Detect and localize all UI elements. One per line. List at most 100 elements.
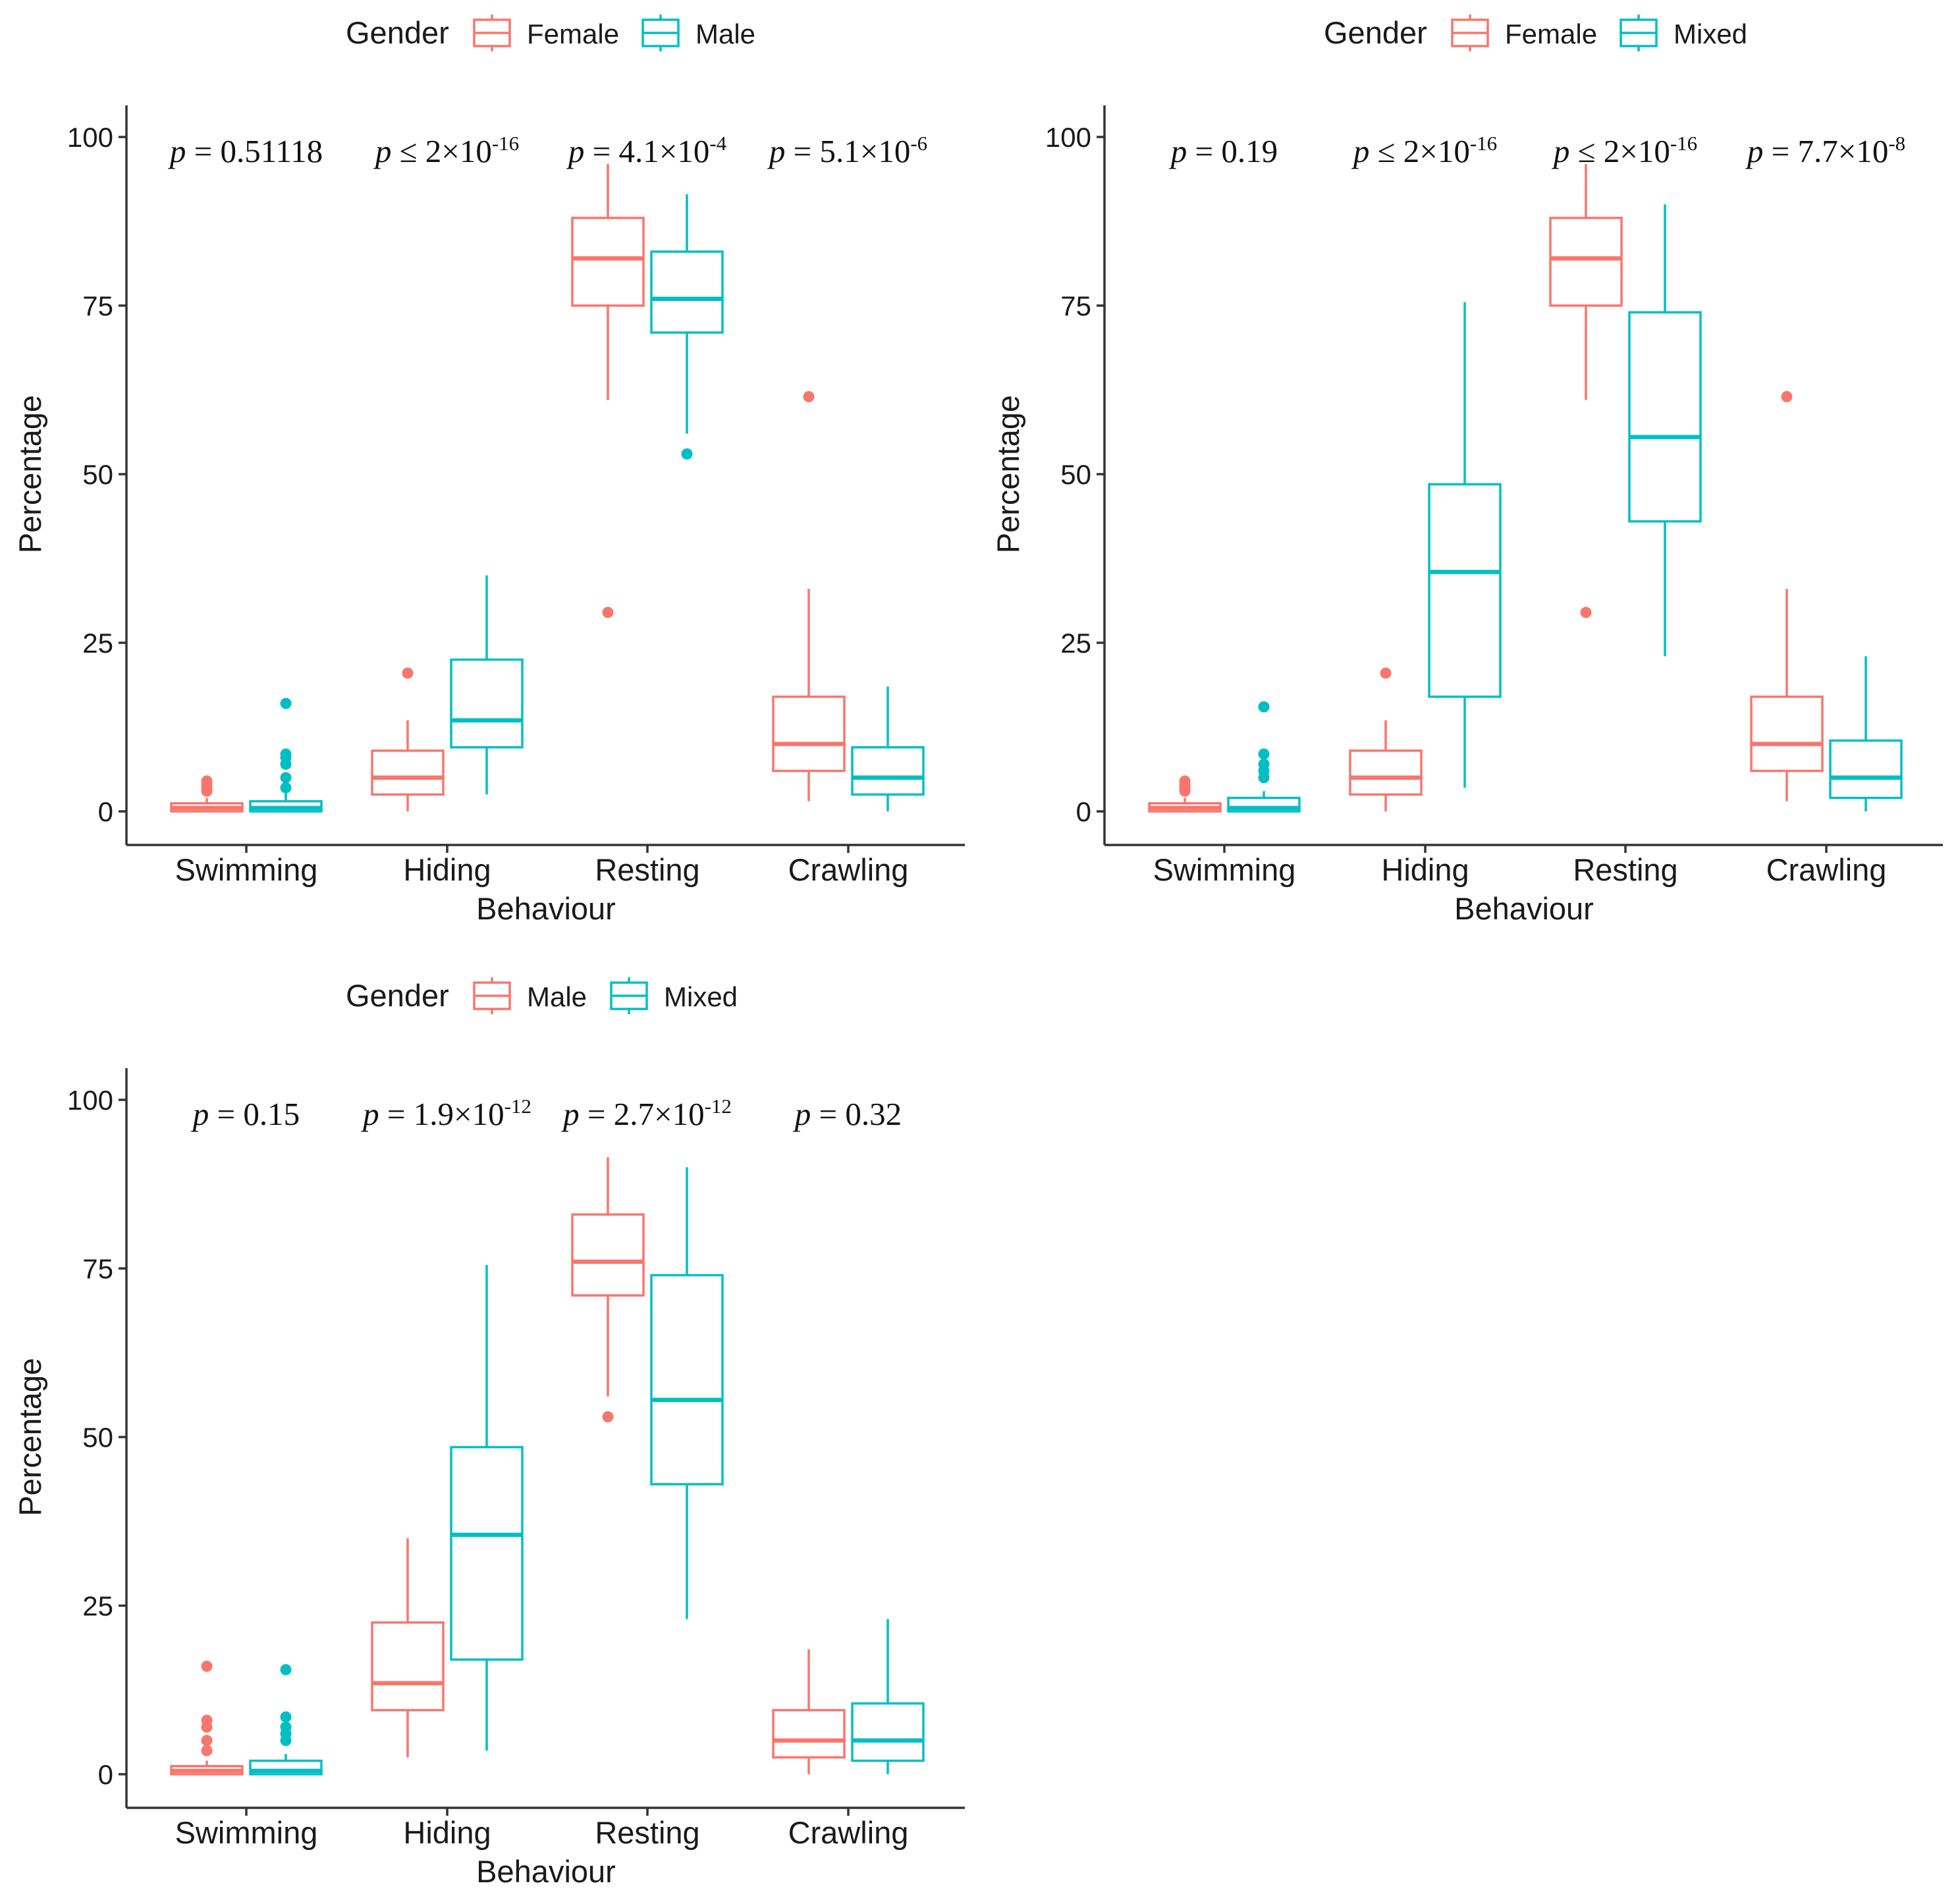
legend-key-mixed bbox=[610, 977, 648, 1014]
y-tick-label-25: 25 bbox=[1060, 628, 1091, 659]
outlier-point bbox=[1380, 667, 1392, 679]
outlier-point bbox=[803, 391, 815, 402]
y-tick-label-0: 0 bbox=[98, 796, 113, 827]
box-body bbox=[1829, 739, 1903, 800]
pvalue-swimming: p = 0.19 bbox=[1169, 133, 1278, 169]
legend-title: Gender bbox=[346, 15, 449, 50]
box-body bbox=[371, 749, 445, 796]
outlier-point bbox=[1580, 607, 1592, 618]
x-tick-label-swimming: Swimming bbox=[175, 852, 318, 887]
box-body bbox=[650, 250, 724, 334]
box-body bbox=[772, 1708, 846, 1759]
outlier-point bbox=[201, 1745, 213, 1756]
panel-2: Gender Female Mixed 0 25 50 75 100 Swimming Hidin… bbox=[991, 14, 1943, 926]
y-tick-label-75: 75 bbox=[82, 290, 113, 321]
pvalue-hiding: p ≤ 2×10-16 bbox=[373, 132, 519, 169]
x-tick-label-crawling: Crawling bbox=[788, 1815, 909, 1850]
legend-label-female: Female bbox=[1505, 18, 1597, 49]
legend-key-mixed bbox=[1620, 14, 1658, 51]
outlier-point bbox=[280, 1711, 292, 1723]
y-tick-label-100: 100 bbox=[67, 122, 113, 153]
pvalue-crawling: p = 7.7×10-8 bbox=[1745, 132, 1905, 169]
outlier-point bbox=[280, 782, 292, 794]
box-mixed-crawling bbox=[1829, 656, 1903, 811]
outlier-point bbox=[280, 697, 292, 709]
legend-label-male: Male bbox=[527, 981, 587, 1012]
box-female-swimming bbox=[170, 775, 244, 813]
x-tick-label-resting: Resting bbox=[595, 852, 699, 887]
y-tick-label-50: 50 bbox=[82, 459, 113, 490]
box-mixed-swimming bbox=[1227, 701, 1301, 813]
box-mixed-resting bbox=[1628, 204, 1702, 657]
pvalue-resting: p = 2.7×10-12 bbox=[561, 1095, 732, 1132]
box-body bbox=[1549, 217, 1623, 307]
box-body bbox=[772, 695, 846, 773]
outlier-point bbox=[201, 775, 213, 787]
outlier-point bbox=[1179, 775, 1191, 787]
y-tick-label-50: 50 bbox=[1060, 459, 1091, 490]
panel-1: Gender Female Male 0 25 50 75 100 Swimming Hiding… bbox=[13, 14, 965, 926]
box-mixed-crawling bbox=[851, 1619, 925, 1774]
y-tick-label-75: 75 bbox=[1060, 290, 1091, 321]
legend-key-female bbox=[1451, 14, 1489, 51]
pvalue-crawling: p = 0.32 bbox=[793, 1096, 902, 1132]
y-axis-label: Percentage bbox=[13, 395, 47, 553]
legend-key-female bbox=[473, 14, 511, 51]
x-tick-label-swimming: Swimming bbox=[1153, 852, 1296, 887]
outlier-point bbox=[280, 1721, 292, 1733]
pvalue-crawling: p = 5.1×10-6 bbox=[767, 132, 927, 169]
box-male-swimming bbox=[249, 697, 323, 813]
y-tick-label-25: 25 bbox=[82, 1590, 113, 1621]
outlier-point bbox=[280, 772, 292, 784]
outlier-point bbox=[201, 1714, 213, 1726]
x-tick-label-crawling: Crawling bbox=[788, 852, 909, 887]
y-tick-label-0: 0 bbox=[98, 1759, 113, 1790]
x-tick-label-hiding: Hiding bbox=[1381, 852, 1469, 887]
legend-label-female: Female bbox=[527, 18, 619, 49]
box-female-resting bbox=[1549, 163, 1623, 618]
box-body bbox=[1628, 311, 1702, 523]
y-axis-label: Percentage bbox=[13, 1358, 47, 1516]
pvalue-hiding: p ≤ 2×10-16 bbox=[1351, 132, 1497, 169]
box-male-crawling bbox=[772, 1649, 846, 1774]
box-body bbox=[1750, 695, 1824, 773]
box-female-hiding bbox=[1349, 667, 1423, 811]
outlier-point bbox=[602, 607, 614, 618]
y-tick-label-100: 100 bbox=[1045, 122, 1091, 153]
panel-3: Gender Male Mixed 0 25 50 75 100 Swimming Hiding R… bbox=[13, 977, 965, 1889]
box-male-hiding bbox=[450, 575, 524, 795]
x-tick-label-crawling: Crawling bbox=[1766, 852, 1887, 887]
box-male-resting bbox=[650, 194, 724, 460]
legend: Gender Female Mixed bbox=[1324, 14, 1747, 51]
outlier-point bbox=[1258, 701, 1270, 713]
outlier-point bbox=[1258, 758, 1270, 770]
x-axis-label: Behaviour bbox=[476, 1854, 616, 1889]
box-body bbox=[450, 658, 524, 749]
x-axis-label: Behaviour bbox=[476, 891, 616, 926]
box-male-resting bbox=[571, 1157, 645, 1423]
box-body bbox=[851, 1702, 925, 1762]
box-female-hiding bbox=[371, 667, 445, 811]
box-mixed-hiding bbox=[450, 1264, 524, 1751]
legend: Gender Female Male bbox=[346, 14, 755, 51]
y-tick-label-75: 75 bbox=[82, 1253, 113, 1284]
box-body bbox=[1428, 483, 1502, 698]
outlier-point bbox=[602, 1411, 614, 1423]
box-female-crawling bbox=[772, 391, 846, 802]
y-tick-label-0: 0 bbox=[1076, 796, 1091, 827]
pvalue-swimming: p = 0.15 bbox=[191, 1096, 300, 1132]
y-axis-label: Percentage bbox=[991, 395, 1025, 553]
legend: Gender Male Mixed bbox=[346, 977, 738, 1014]
x-tick-label-swimming: Swimming bbox=[175, 1815, 318, 1850]
outlier-point bbox=[1781, 391, 1793, 402]
x-tick-label-hiding: Hiding bbox=[403, 1815, 491, 1850]
legend-label-mixed: Mixed bbox=[664, 981, 738, 1012]
box-body bbox=[571, 1213, 645, 1297]
box-male-hiding bbox=[371, 1538, 445, 1758]
box-mixed-swimming bbox=[249, 1664, 323, 1776]
box-body bbox=[650, 1274, 724, 1486]
y-tick-label-100: 100 bbox=[67, 1085, 113, 1116]
x-tick-label-resting: Resting bbox=[1573, 852, 1677, 887]
legend-label-mixed: Mixed bbox=[1674, 18, 1747, 49]
outlier-point bbox=[402, 667, 414, 679]
